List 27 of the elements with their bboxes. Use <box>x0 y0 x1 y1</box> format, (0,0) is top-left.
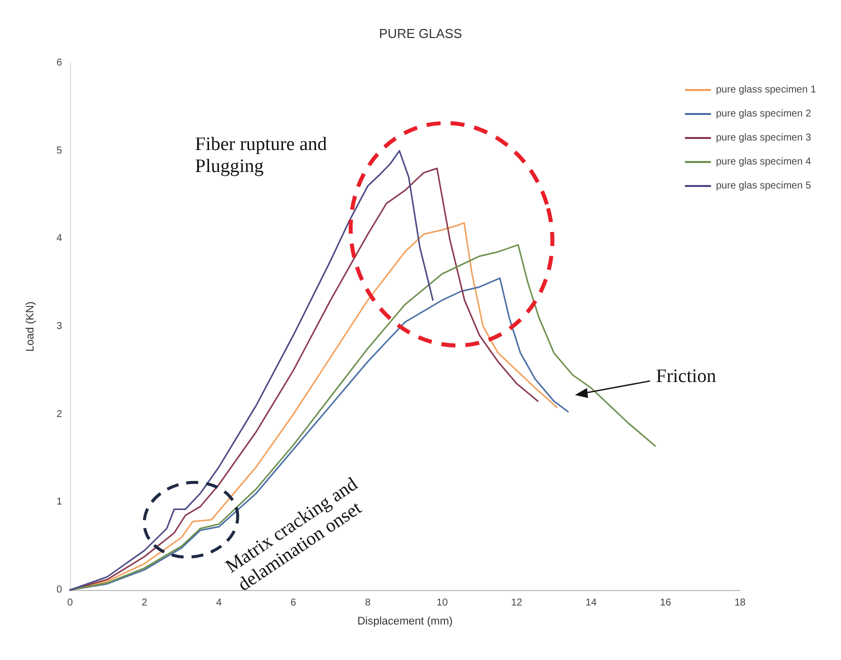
legend-label: pure glas specimen 2 <box>716 108 812 120</box>
x-tick-label: 14 <box>586 598 598 608</box>
x-tick-label: 16 <box>660 598 672 608</box>
y-tick-label: 4 <box>56 233 62 244</box>
y-tick-label: 2 <box>56 408 62 420</box>
y-tick-label: 6 <box>56 58 62 68</box>
x-axis-title: Displacement (mm) <box>357 616 453 628</box>
legend-label: pure glas specimen 4 <box>716 156 812 168</box>
legend-label: pure glas specimen 3 <box>716 132 812 144</box>
x-tick-label: 2 <box>142 598 148 608</box>
x-tick-label: 8 <box>364 598 371 608</box>
legend-label: pure glas specimen 5 <box>716 180 812 192</box>
y-tick-label: 0 <box>56 584 62 596</box>
x-tick-label: 12 <box>511 598 523 608</box>
x-tick-label: 6 <box>290 598 297 608</box>
x-tick-label: 10 <box>436 598 448 608</box>
x-tick-label: 0 <box>67 598 74 608</box>
legend-label: pure glass specimen 1 <box>716 84 816 96</box>
chart-title: PURE GLASS <box>378 26 462 41</box>
x-tick-label: 4 <box>216 598 222 608</box>
annotation: Fiber rupture and Plugging <box>195 134 327 178</box>
y-tick-label: 1 <box>56 496 62 508</box>
x-tick-label: 18 <box>734 598 746 608</box>
annotation: Friction <box>656 366 716 388</box>
y-tick-label: 5 <box>56 145 62 156</box>
y-tick-label: 3 <box>56 321 62 332</box>
y-axis-title: Load (KN) <box>24 301 36 352</box>
